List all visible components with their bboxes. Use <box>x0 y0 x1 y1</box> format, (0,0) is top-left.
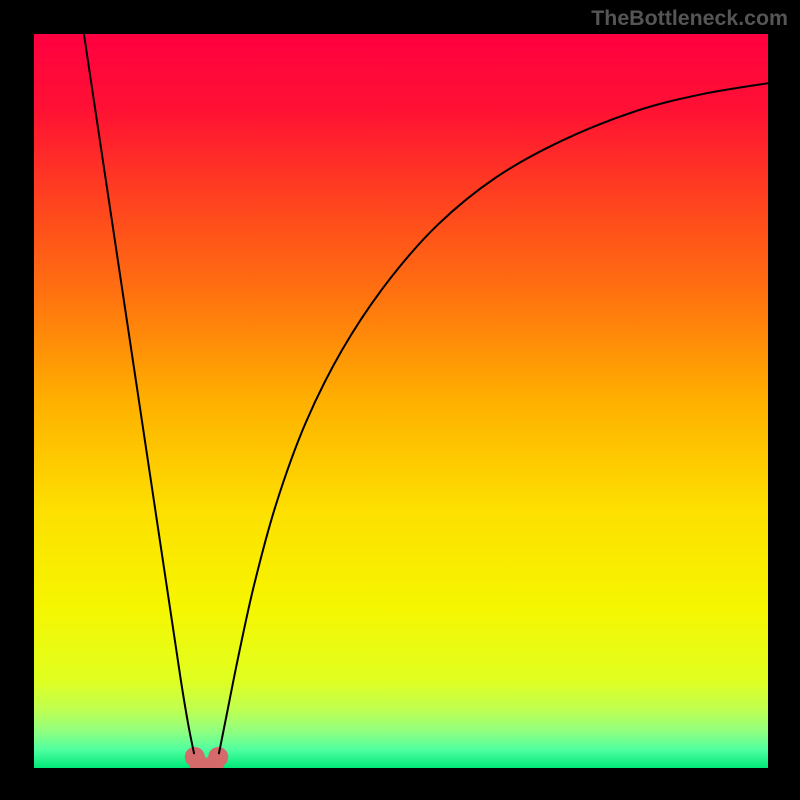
chart-container: TheBottleneck.com <box>0 0 800 800</box>
bottleneck-curve-right <box>219 83 768 753</box>
minimum-marker <box>208 747 228 767</box>
plot-area <box>34 34 768 768</box>
curve-svg <box>34 34 768 768</box>
marker-group <box>185 747 228 768</box>
watermark-text: TheBottleneck.com <box>591 6 788 31</box>
bottleneck-curve-left <box>84 34 194 753</box>
